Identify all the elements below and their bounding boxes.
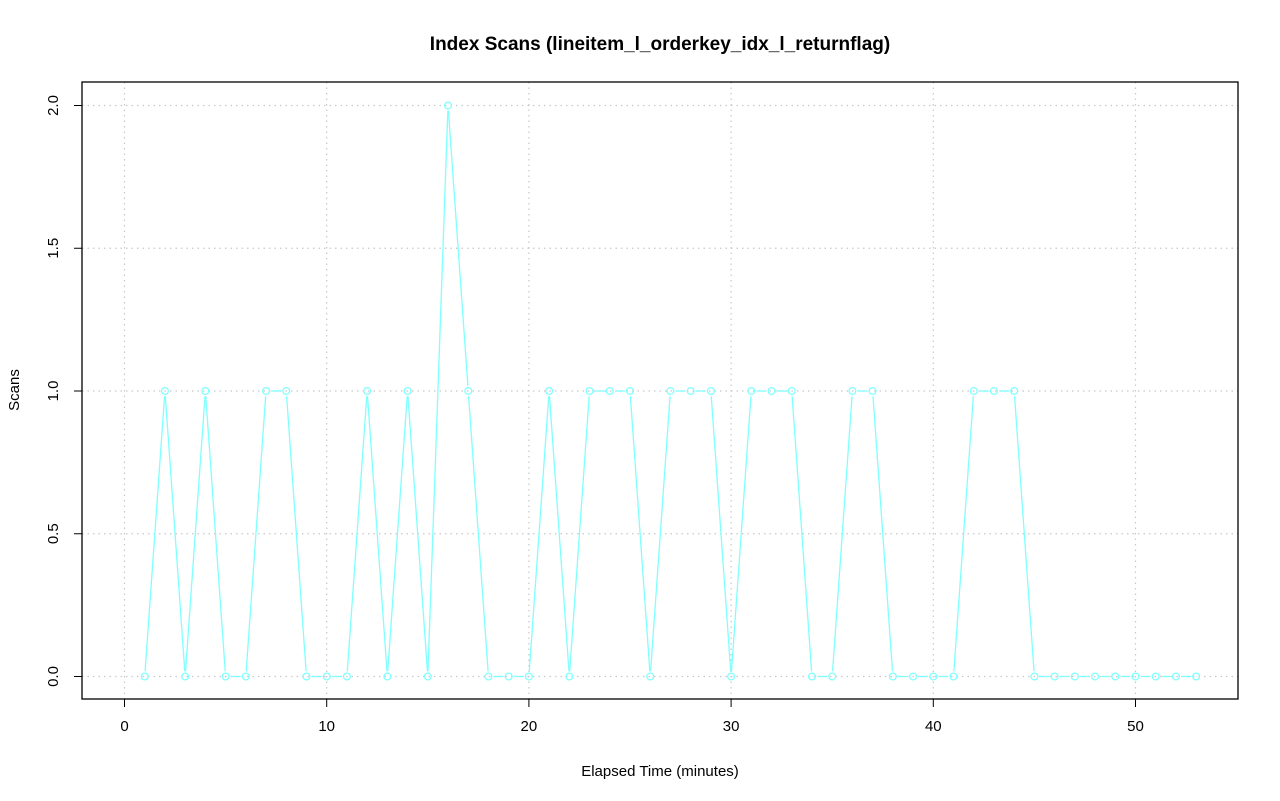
data-point	[747, 386, 756, 396]
data-point	[140, 672, 149, 681]
data-point	[1091, 672, 1100, 681]
data-point	[1070, 672, 1079, 681]
data-point	[282, 386, 291, 396]
data-point	[302, 672, 311, 681]
series-segment	[205, 396, 226, 672]
series-segment	[144, 396, 166, 672]
x-tick-label: 20	[521, 718, 538, 735]
data-point	[1171, 672, 1180, 681]
data-point	[484, 672, 493, 681]
data-point	[504, 672, 513, 681]
data-point	[160, 386, 169, 396]
series-segment	[791, 396, 813, 672]
data-point	[565, 672, 574, 681]
data-point	[342, 672, 351, 681]
series-segment	[548, 396, 570, 672]
data-point	[646, 672, 655, 681]
data-point	[888, 672, 897, 681]
data-point	[767, 386, 776, 396]
data-point	[909, 672, 918, 681]
data-point	[1151, 672, 1160, 681]
series-segment	[649, 396, 671, 672]
x-tick-label: 10	[318, 718, 335, 735]
series-segment	[872, 396, 894, 672]
grid-lines	[82, 82, 1238, 699]
data-point	[322, 672, 331, 681]
series-segment	[164, 396, 186, 672]
x-tick-label: 0	[120, 718, 128, 735]
data-point	[989, 386, 999, 396]
data-point	[464, 386, 473, 396]
data-point	[241, 672, 250, 681]
series-segment	[1013, 396, 1035, 672]
data-point	[868, 386, 877, 396]
x-tick-label: 50	[1127, 718, 1144, 735]
data-point	[787, 386, 796, 396]
data-point	[443, 101, 453, 110]
data-point	[625, 386, 635, 396]
data-point	[706, 386, 715, 396]
data-point	[828, 672, 837, 681]
series-segment	[831, 396, 853, 672]
series-segment	[730, 396, 752, 672]
data-point	[605, 386, 614, 396]
data-point	[848, 386, 857, 396]
data-point	[727, 672, 736, 681]
data-point	[221, 672, 230, 681]
y-tick-label: 0.5	[45, 523, 62, 544]
data-point	[423, 672, 432, 681]
y-axis-label: Scans	[6, 369, 23, 411]
series-segment	[387, 396, 408, 672]
series-layer	[140, 101, 1201, 681]
series-segment	[629, 396, 651, 672]
data-point	[181, 672, 190, 681]
data-point	[1131, 672, 1140, 681]
data-point	[807, 672, 817, 681]
chart-title: Index Scans (lineitem_l_orderkey_idx_l_r…	[430, 34, 890, 55]
series-segment	[528, 396, 550, 672]
series-segment	[184, 396, 206, 672]
series-segment	[245, 396, 267, 672]
y-tick-label: 2.0	[45, 95, 62, 116]
series-segment	[953, 396, 975, 672]
data-point	[585, 386, 594, 396]
data-point	[1192, 672, 1201, 681]
series-segment	[467, 396, 489, 672]
x-tick-label: 40	[925, 718, 942, 735]
series-segment	[710, 396, 732, 672]
series-segment	[447, 110, 469, 386]
series-segment	[407, 396, 429, 672]
series-segment	[569, 396, 590, 672]
data-point	[1030, 672, 1039, 681]
axes: 0 10 20 30 40 50 0.0 0.5 1.0 1.5 2.0	[45, 95, 1144, 735]
data-point	[929, 672, 938, 681]
x-tick-label: 30	[723, 718, 740, 735]
data-point	[686, 386, 695, 396]
data-point	[363, 386, 372, 396]
data-point	[666, 386, 675, 396]
data-point	[969, 386, 978, 396]
data-point	[545, 386, 554, 396]
y-tick-label: 1.5	[45, 238, 62, 259]
x-axis-label: Elapsed Time (minutes)	[581, 763, 739, 780]
data-point	[949, 672, 958, 681]
data-point	[524, 672, 533, 681]
data-point	[383, 672, 392, 681]
data-point	[403, 386, 412, 396]
y-tick-label: 1.0	[45, 381, 62, 402]
y-tick-label: 0.0	[45, 666, 62, 687]
data-point	[1010, 386, 1019, 396]
data-point	[261, 386, 271, 396]
series-segment	[346, 396, 368, 672]
data-point	[201, 386, 210, 396]
data-point	[1050, 672, 1059, 681]
series-segment	[427, 110, 449, 672]
series-segment	[366, 396, 388, 672]
series-segment	[285, 396, 307, 672]
data-point	[1111, 672, 1120, 681]
